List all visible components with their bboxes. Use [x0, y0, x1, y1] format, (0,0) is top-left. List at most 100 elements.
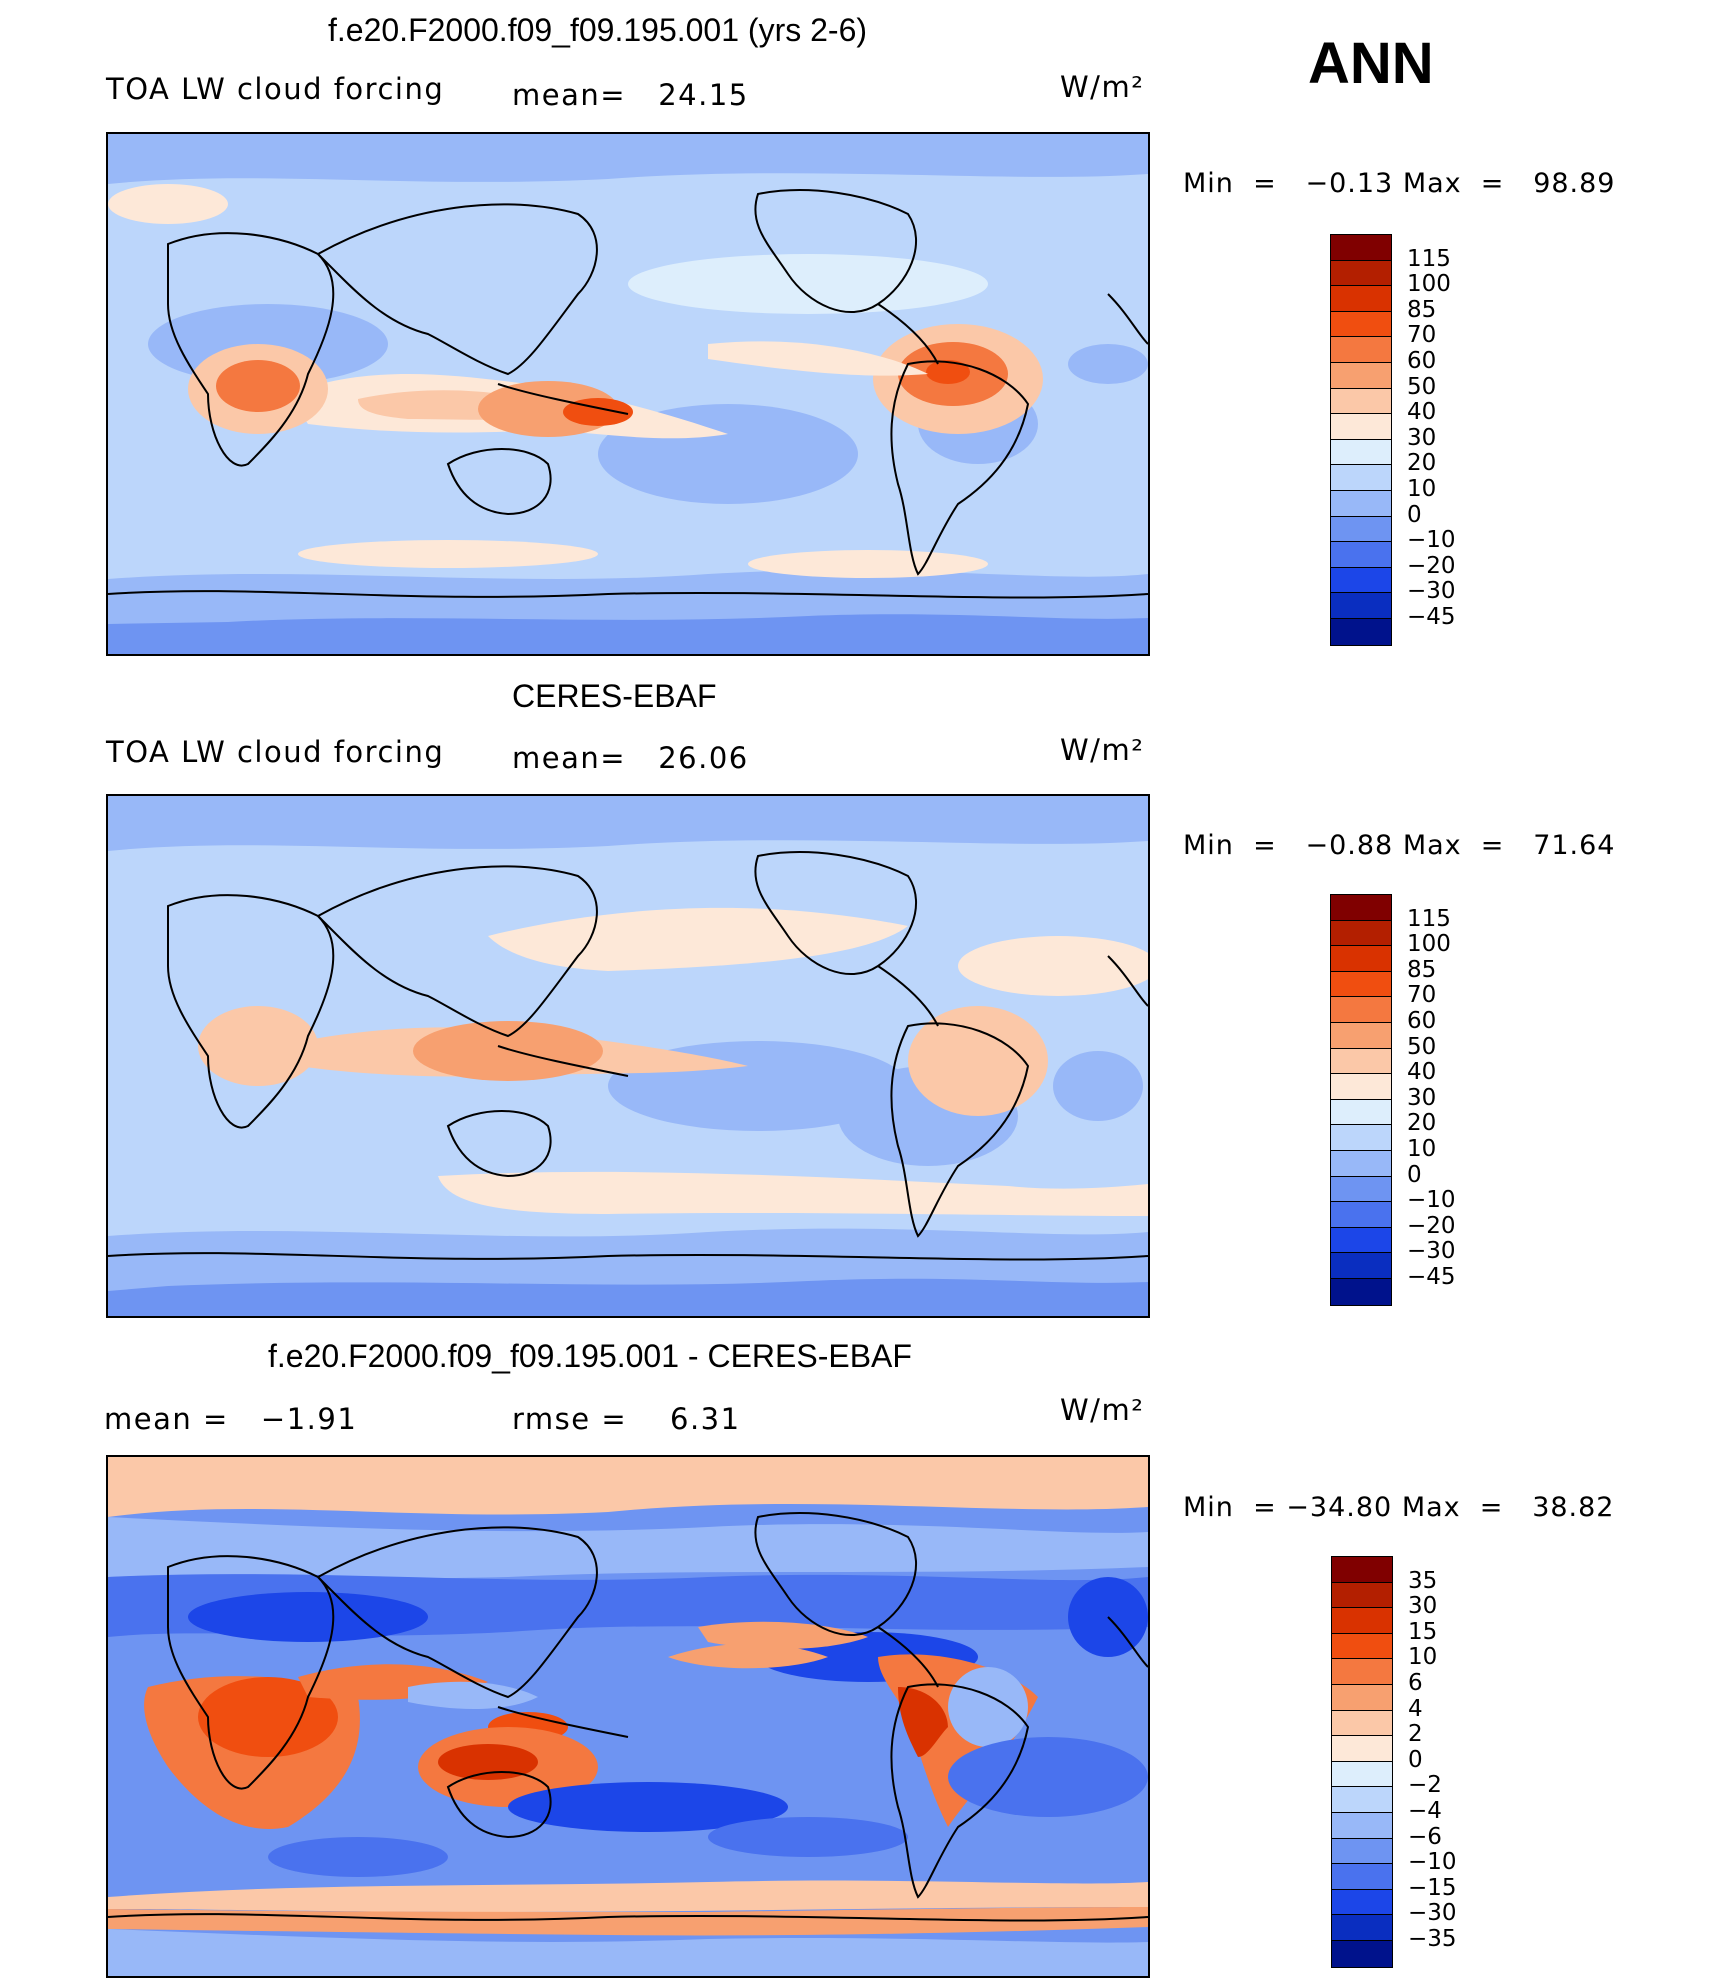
colorbar-tick-label: −15 — [1408, 1874, 1457, 1901]
colorbar-tick-label: −10 — [1407, 527, 1456, 554]
colorbar-swatch — [1332, 1557, 1392, 1583]
panel1-units: W/m² — [1060, 70, 1145, 104]
colorbar-tick-label: 2 — [1408, 1721, 1423, 1748]
colorbar-tick-label: 115 — [1407, 905, 1451, 932]
colorbar-tick-label: 0 — [1407, 1161, 1422, 1188]
panel3-rmse: rmse = 6.31 — [512, 1402, 741, 1436]
colorbar-tick-label: 0 — [1407, 501, 1422, 528]
colorbar-tick-label: −20 — [1407, 552, 1456, 579]
colorbar-swatch — [1332, 1761, 1392, 1788]
colorbar-tick-label: −20 — [1407, 1212, 1456, 1239]
colorbar-tick-label: 85 — [1407, 956, 1437, 983]
colorbar-tick-label: −30 — [1408, 1900, 1457, 1927]
colorbar-swatch — [1332, 1684, 1392, 1711]
colorbar-swatch — [1332, 1864, 1392, 1890]
colorbar-tick-label: 40 — [1407, 1059, 1437, 1086]
colorbar-swatch — [1332, 1710, 1392, 1737]
colorbar-tick-label: 10 — [1407, 1136, 1437, 1162]
panel2-field-label: TOA LW cloud forcing — [106, 735, 445, 769]
colorbar-swatch — [1331, 1125, 1391, 1151]
panel2-minmax: Min = −0.88 Max = 71.64 — [1183, 830, 1616, 861]
panel2-map — [106, 794, 1150, 1318]
panel1-map — [106, 132, 1150, 656]
panel2-units: W/m² — [1060, 733, 1145, 767]
panel3-units: W/m² — [1060, 1393, 1145, 1427]
panel3-mean: mean = −1.91 — [104, 1402, 358, 1436]
colorbar-swatch — [1332, 1659, 1392, 1685]
colorbar-tick-label: 70 — [1407, 982, 1437, 1009]
colorbar-swatch — [1331, 490, 1391, 517]
colorbar-swatch — [1331, 311, 1391, 338]
colorbar-tick-label: −10 — [1408, 1849, 1457, 1876]
colorbar-swatch — [1331, 542, 1391, 568]
colorbar-swatch — [1331, 971, 1391, 998]
colorbar-swatch — [1331, 235, 1391, 261]
panel3-map — [106, 1455, 1150, 1978]
colorbar-tick-label: 85 — [1407, 296, 1437, 323]
panel1-title: f.e20.F2000.f09_f09.195.001 (yrs 2-6) — [328, 12, 868, 48]
colorbar-tick-label: 30 — [1407, 1084, 1437, 1111]
colorbar-tick-label: 10 — [1408, 1644, 1438, 1671]
colorbar-swatch — [1331, 1176, 1391, 1203]
colorbar-swatch — [1331, 260, 1391, 287]
colorbar-tick-label: 50 — [1407, 1033, 1437, 1060]
colorbar-swatch — [1331, 414, 1391, 440]
colorbar-tick-label: 10 — [1407, 476, 1437, 502]
colorbar-swatch — [1331, 465, 1391, 491]
colorbar-swatch — [1331, 618, 1391, 645]
colorbar-tick-label: 100 — [1407, 271, 1451, 298]
panel1-mean: mean= 24.15 — [512, 78, 749, 112]
panel3-colorbar — [1331, 1556, 1393, 1968]
colorbar-tick-label: 35 — [1408, 1567, 1438, 1594]
colorbar-tick-label: 70 — [1407, 322, 1437, 349]
panel3-map-canvas — [108, 1457, 1148, 1976]
colorbar-swatch — [1332, 1889, 1392, 1916]
colorbar-tick-label: 60 — [1407, 1008, 1437, 1034]
colorbar-tick-label: −10 — [1407, 1187, 1456, 1214]
colorbar-swatch — [1332, 1582, 1392, 1609]
colorbar-swatch — [1331, 1253, 1391, 1279]
colorbar-tick-label: 40 — [1407, 399, 1437, 426]
colorbar-swatch — [1331, 1278, 1391, 1305]
colorbar-tick-label: 6 — [1408, 1670, 1423, 1696]
colorbar-tick-label: 20 — [1407, 450, 1437, 477]
colorbar-swatch — [1331, 337, 1391, 363]
colorbar-swatch — [1331, 1099, 1391, 1126]
panel1-colorbar — [1330, 234, 1392, 646]
colorbar-swatch — [1332, 1787, 1392, 1813]
colorbar-swatch — [1332, 1915, 1392, 1941]
panel3-title: f.e20.F2000.f09_f09.195.001 - CERES-EBAF — [268, 1338, 912, 1374]
colorbar-tick-label: −6 — [1408, 1823, 1442, 1850]
colorbar-tick-label: 100 — [1407, 931, 1451, 958]
colorbar-swatch — [1331, 1227, 1391, 1254]
colorbar-swatch — [1332, 1608, 1392, 1634]
colorbar-tick-label: −30 — [1407, 578, 1456, 605]
panel3-minmax: Min = −34.80 Max = 38.82 — [1183, 1492, 1615, 1523]
colorbar-swatch — [1331, 920, 1391, 947]
colorbar-swatch — [1331, 516, 1391, 543]
colorbar-tick-label: −45 — [1407, 1264, 1456, 1290]
colorbar-tick-label: −30 — [1407, 1238, 1456, 1265]
season-label: ANN — [1308, 31, 1434, 96]
colorbar-swatch — [1331, 895, 1391, 921]
colorbar-tick-label: 20 — [1407, 1110, 1437, 1137]
colorbar-swatch — [1331, 1074, 1391, 1100]
colorbar-tick-label: 50 — [1407, 373, 1437, 400]
colorbar-tick-label: −45 — [1407, 604, 1456, 630]
colorbar-swatch — [1331, 1202, 1391, 1228]
colorbar-tick-label: −4 — [1408, 1798, 1442, 1824]
colorbar-swatch — [1331, 439, 1391, 466]
colorbar-tick-label: 4 — [1408, 1695, 1423, 1722]
colorbar-tick-label: −2 — [1408, 1772, 1442, 1799]
colorbar-tick-label: 115 — [1407, 245, 1451, 272]
panel2-title: CERES-EBAF — [512, 678, 717, 714]
colorbar-swatch — [1332, 1940, 1392, 1967]
colorbar-tick-label: 15 — [1408, 1618, 1438, 1645]
colorbar-swatch — [1331, 593, 1391, 619]
colorbar-swatch — [1331, 1048, 1391, 1075]
colorbar-tick-label: 30 — [1407, 424, 1437, 451]
colorbar-swatch — [1331, 997, 1391, 1023]
colorbar-tick-label: 0 — [1408, 1746, 1423, 1773]
panel1-map-canvas — [108, 134, 1148, 654]
colorbar-swatch — [1332, 1633, 1392, 1660]
